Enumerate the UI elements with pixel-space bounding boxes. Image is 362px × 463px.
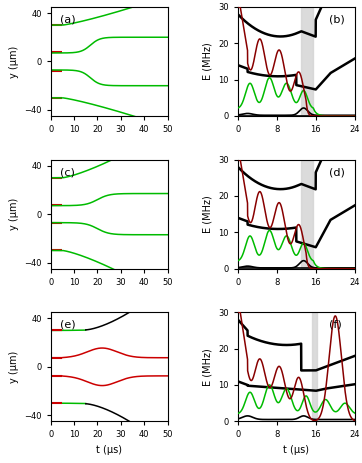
- Y-axis label: E (MHz): E (MHz): [203, 348, 212, 386]
- Text: (e): (e): [60, 320, 76, 330]
- Y-axis label: y (μm): y (μm): [9, 350, 18, 383]
- Bar: [301, 7, 313, 116]
- Bar: [312, 312, 317, 421]
- Y-axis label: E (MHz): E (MHz): [203, 195, 212, 233]
- Y-axis label: y (μm): y (μm): [9, 198, 18, 230]
- X-axis label: t (μs): t (μs): [283, 445, 309, 455]
- Text: (f): (f): [329, 320, 342, 330]
- Bar: [301, 160, 313, 269]
- Text: (c): (c): [60, 167, 75, 177]
- Y-axis label: y (μm): y (μm): [9, 45, 18, 78]
- Text: (a): (a): [60, 14, 76, 25]
- Y-axis label: E (MHz): E (MHz): [203, 43, 212, 81]
- Text: (b): (b): [329, 14, 345, 25]
- Text: (d): (d): [329, 167, 345, 177]
- X-axis label: t (μs): t (μs): [96, 445, 122, 455]
